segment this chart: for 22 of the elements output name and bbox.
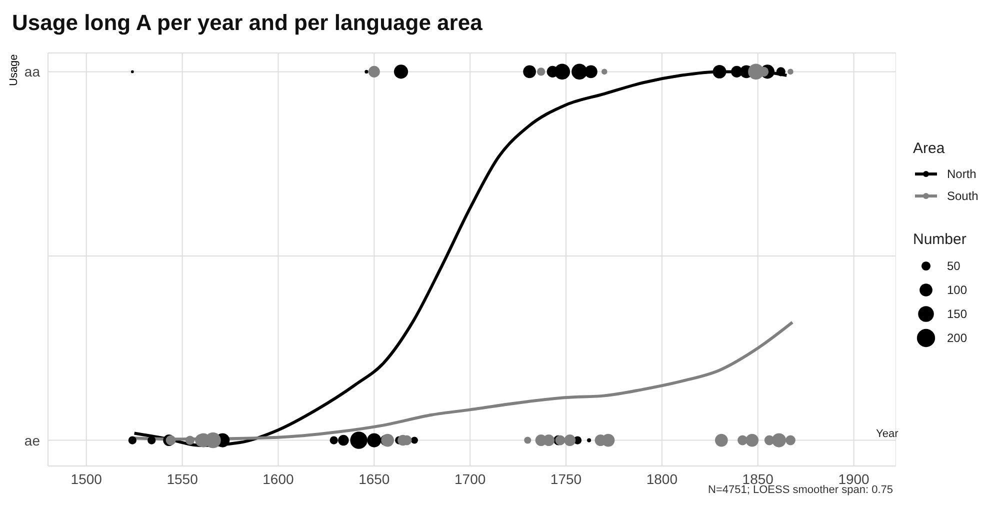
x-tick-label: 1550 [166,470,198,487]
category-label: ae [24,432,40,448]
chart-title: Usage long A per year and per language area [12,10,482,36]
x-tick-label: 1750 [550,470,582,487]
x-tick-label: 1650 [358,470,390,487]
text: Number [913,231,966,248]
x-tick-label: 1900 [838,470,870,487]
legend-label: 50 [947,259,960,273]
x-tick-label: 1800 [646,470,678,487]
text: Area [913,140,945,157]
text: N=4751; LOESS smoother span: 0.75 [708,484,893,496]
x-tick-label: 1600 [262,470,294,487]
legend-label: 150 [947,307,968,321]
legend-label: South [947,189,978,203]
legend-label: North [947,167,976,181]
legend-label: 100 [947,283,968,297]
category-label: aa [24,64,40,80]
x-axis-title: Year [876,428,898,440]
x-tick-label: 1500 [70,470,102,487]
legend-label: 200 [947,331,968,345]
y-axis-title: Usage [8,54,20,86]
x-tick-label: 1700 [454,470,486,487]
